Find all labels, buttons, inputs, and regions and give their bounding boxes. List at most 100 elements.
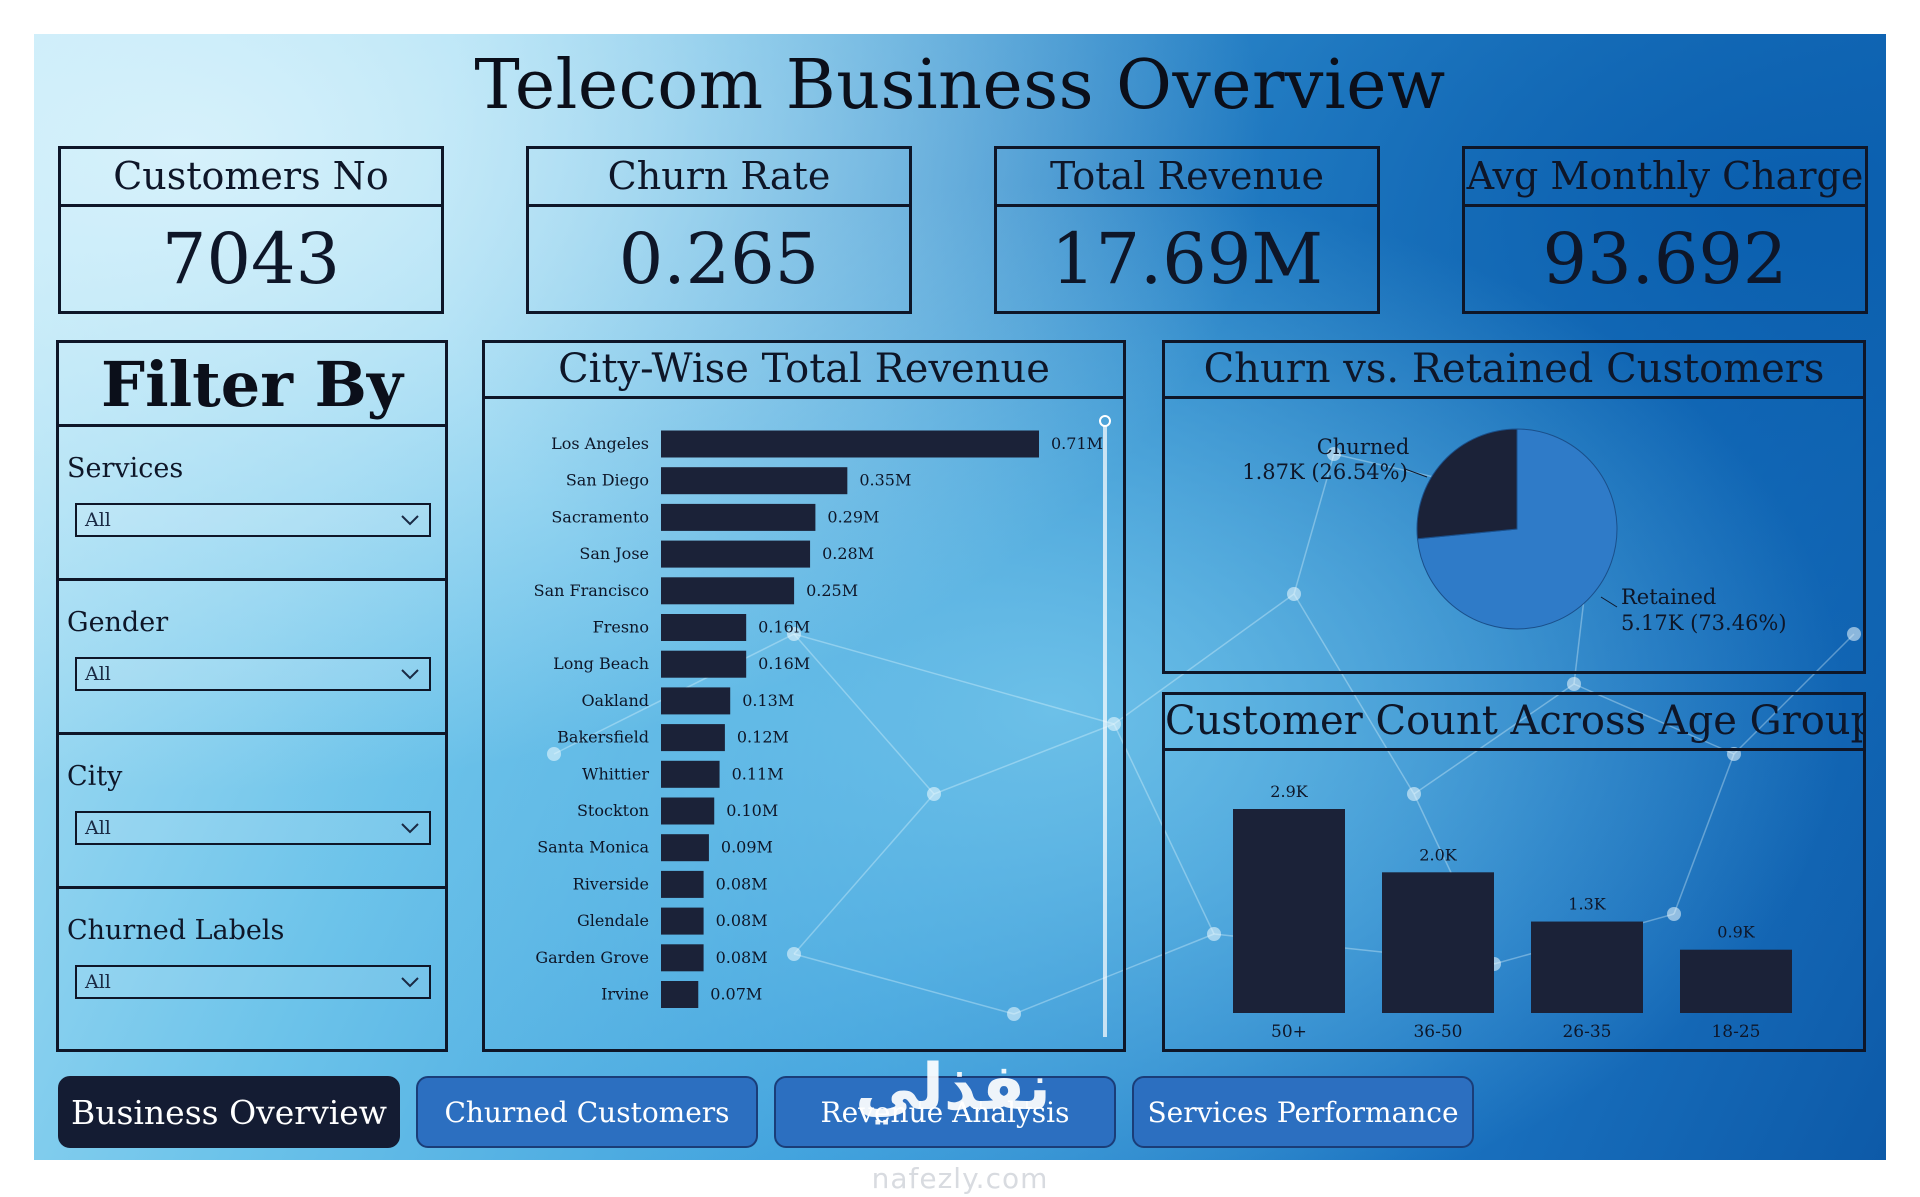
revenue-value-label: 0.08M — [716, 948, 768, 967]
age-bar — [1531, 921, 1643, 1013]
churned-name-label: Churned — [1317, 435, 1410, 459]
filter-title: Filter By — [59, 343, 445, 427]
tab-revenue-analysis[interactable]: Revenue Analysis — [774, 1076, 1116, 1148]
revenue-value-label: 0.07M — [710, 985, 762, 1004]
revenue-value-label: 0.16M — [758, 654, 810, 673]
age-bar — [1680, 949, 1792, 1013]
city-label: Glendale — [577, 911, 649, 930]
panel-title: City-Wise Total Revenue — [485, 343, 1123, 399]
tab-services-performance[interactable]: Services Performance — [1132, 1076, 1474, 1148]
chevron-down-icon — [401, 823, 419, 834]
retained-leader-line — [1600, 596, 1618, 608]
kpi-card-customers: Customers No 7043 — [58, 146, 444, 314]
services-dropdown[interactable]: All — [75, 503, 431, 537]
dropdown-value: All — [85, 663, 111, 685]
kpi-label: Total Revenue — [997, 149, 1377, 207]
retained-name-label: Retained — [1621, 585, 1716, 609]
city-dropdown[interactable]: All — [75, 811, 431, 845]
revenue-bar — [661, 687, 731, 715]
scrollbar-handle — [1099, 415, 1111, 427]
revenue-bar — [661, 577, 795, 605]
revenue-bar — [661, 907, 704, 935]
kpi-value: 93.692 — [1542, 218, 1788, 300]
revenue-bar — [661, 760, 720, 788]
revenue-value-label: 0.11M — [732, 764, 784, 783]
revenue-value-label: 0.35M — [859, 471, 911, 490]
tab-churned-customers[interactable]: Churned Customers — [416, 1076, 758, 1148]
kpi-value: 0.265 — [618, 218, 820, 300]
dropdown-value: All — [85, 509, 111, 531]
age-groups-chart: 2.9K 50+ 2.0K 36-50 1.3K 26-35 0.9K 18-25 — [1233, 782, 1792, 1042]
filter-panel: Filter By Services All Gender All City A… — [56, 340, 448, 1052]
city-label: San Diego — [566, 471, 649, 490]
network-node — [1567, 677, 1581, 691]
revenue-value-label: 0.71M — [1051, 434, 1103, 453]
churn-retained-panel: Churn vs. Retained Customers Churned 1.8… — [1162, 340, 1866, 674]
filter-label: Gender — [67, 607, 169, 638]
dropdown-value: All — [85, 971, 111, 993]
revenue-bar — [661, 430, 1039, 458]
kpi-label: Avg Monthly Charge — [1465, 149, 1865, 207]
filter-label: City — [67, 761, 123, 792]
city-label: Fresno — [593, 618, 649, 637]
revenue-value-label: 0.16M — [758, 618, 810, 637]
city-label: Santa Monica — [537, 838, 649, 857]
tab-business-overview[interactable]: Business Overview — [58, 1076, 400, 1148]
city-label: Riverside — [573, 874, 649, 893]
revenue-value-label: 0.08M — [716, 874, 768, 893]
revenue-bar — [661, 870, 704, 898]
revenue-value-label: 0.25M — [806, 581, 858, 600]
revenue-value-label: 0.08M — [716, 911, 768, 930]
age-bar — [1382, 872, 1494, 1013]
kpi-card-total-revenue: Total Revenue 17.69M — [994, 146, 1380, 314]
kpi-value: 17.69M — [1050, 218, 1324, 300]
churned-detail-label: 1.87K (26.54%) — [1242, 460, 1408, 484]
city-label: Garden Grove — [535, 948, 649, 967]
age-value-label: 2.9K — [1270, 782, 1308, 801]
revenue-value-label: 0.28M — [822, 544, 874, 563]
page-title: Telecom Business Overview — [474, 46, 1446, 125]
age-category-label: 26-35 — [1562, 1022, 1611, 1042]
city-label: Whittier — [582, 764, 649, 783]
city-label: Irvine — [601, 985, 649, 1004]
dashboard: Telecom Business Overview Customers No 7… — [34, 34, 1886, 1160]
kpi-value: 7043 — [161, 218, 341, 300]
city-label: Los Angeles — [551, 434, 649, 453]
city-label: Oakland — [581, 691, 649, 710]
kpi-card-avg-monthly-charge: Avg Monthly Charge 93.692 — [1462, 146, 1868, 314]
revenue-bar — [661, 614, 747, 641]
age-category-label: 50+ — [1271, 1022, 1307, 1042]
filter-city: City All — [59, 735, 445, 889]
city-label: Long Beach — [553, 654, 649, 673]
filter-services: Services All — [59, 427, 445, 581]
revenue-bar — [661, 467, 848, 495]
city-label: Sacramento — [551, 507, 649, 526]
chevron-down-icon — [401, 669, 419, 680]
gender-dropdown[interactable]: All — [75, 657, 431, 691]
age-category-label: 18-25 — [1711, 1022, 1760, 1042]
filter-label: Services — [67, 453, 184, 484]
panel-title: Customer Count Across Age Groups — [1165, 695, 1863, 751]
revenue-bar — [661, 650, 747, 678]
age-category-label: 36-50 — [1413, 1022, 1462, 1042]
chevron-down-icon — [401, 515, 419, 526]
kpi-label: Churn Rate — [529, 149, 909, 207]
revenue-bar — [661, 981, 699, 1008]
age-value-label: 1.3K — [1568, 895, 1606, 914]
age-value-label: 2.0K — [1419, 845, 1457, 864]
filter-churned-labels: Churned Labels All — [59, 889, 445, 1043]
churned-leader-line — [1404, 468, 1428, 478]
churned-labels-dropdown[interactable]: All — [75, 965, 431, 999]
city-revenue-chart: Los Angeles 0.71M San Diego 0.35M Sacramento… — [534, 415, 1111, 1037]
city-label: San Jose — [579, 544, 649, 563]
revenue-value-label: 0.13M — [742, 691, 794, 710]
chevron-down-icon — [401, 977, 419, 988]
filter-gender: Gender All — [59, 581, 445, 735]
city-revenue-panel: City-Wise Total Revenue Los Angeles 0.71M… — [482, 340, 1126, 1052]
kpi-label: Customers No — [61, 149, 441, 207]
revenue-value-label: 0.09M — [721, 838, 773, 857]
dropdown-value: All — [85, 817, 111, 839]
age-groups-panel: Customer Count Across Age Groups 2.9K 50+… — [1162, 692, 1866, 1052]
revenue-value-label: 0.10M — [726, 801, 778, 820]
revenue-bar — [661, 797, 715, 825]
